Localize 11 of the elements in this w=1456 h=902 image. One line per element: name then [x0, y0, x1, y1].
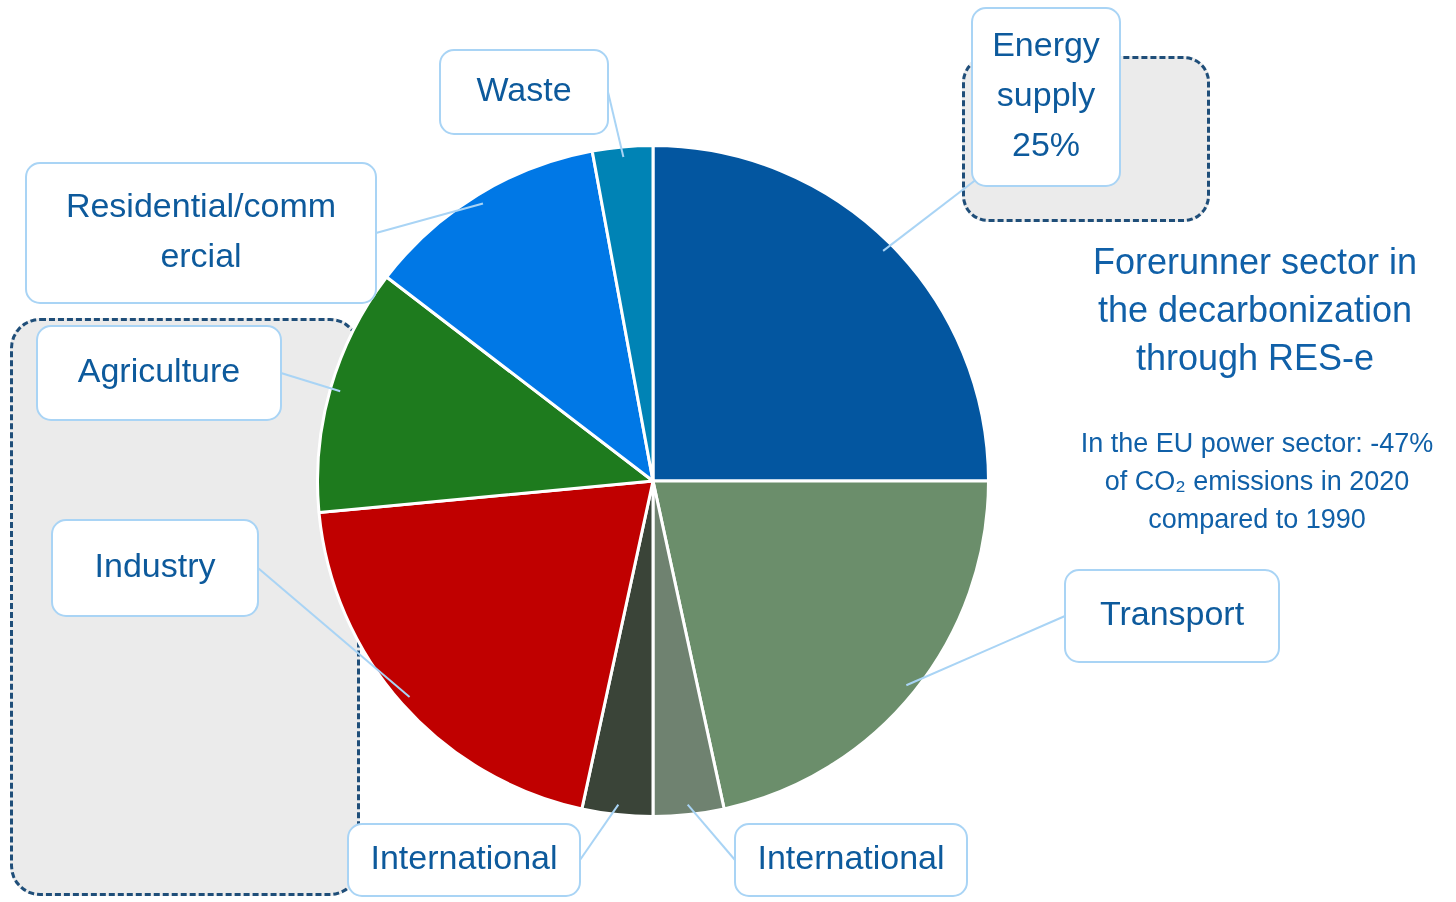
slice-label: Residential/commercial	[65, 186, 337, 275]
slice-label: Agriculture	[77, 351, 241, 390]
slice-label: Industry	[94, 546, 216, 585]
text: In the EU power sector: -47% of CO₂ emissions in 2020 compared to 1990	[1079, 427, 1435, 536]
text: Forerunner sector in the decarbonization through RES-e	[1091, 240, 1419, 380]
slice-label: Transport	[1099, 594, 1245, 633]
slice-label: International	[370, 838, 558, 877]
data-label: 25%	[1011, 125, 1081, 164]
slice-label: Waste	[476, 70, 572, 109]
slice-label: International	[757, 838, 945, 877]
slice-label: Energy supply	[992, 25, 1100, 114]
